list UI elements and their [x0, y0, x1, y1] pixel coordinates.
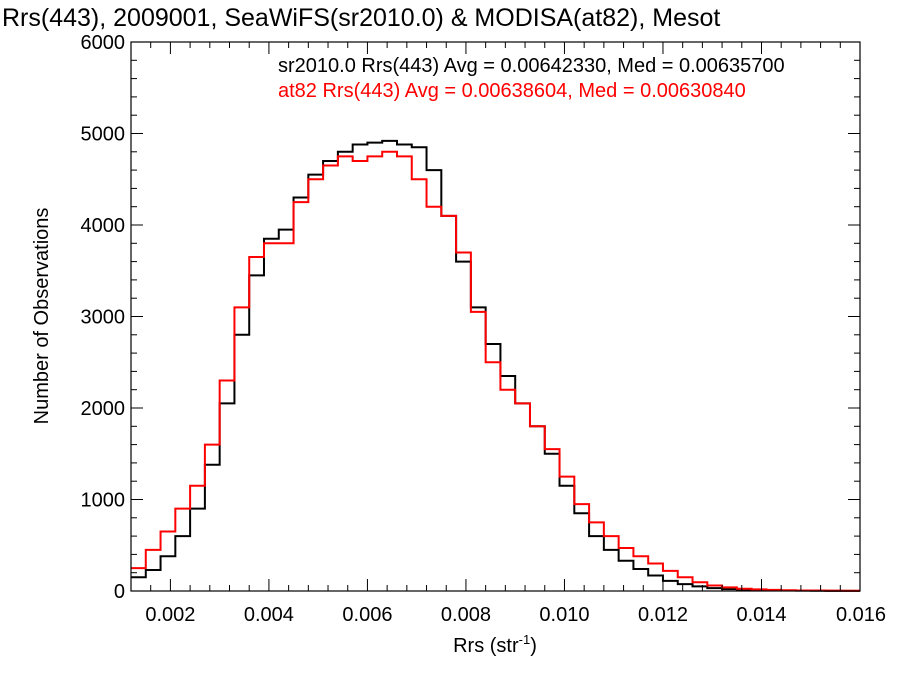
y-tick-label: 6000 [81, 32, 126, 54]
series-line-1 [131, 150, 860, 592]
annotation-text: at82 Rrs(443) Avg = 0.00638604, Med = 0.… [278, 80, 746, 102]
y-tick-label: 1000 [81, 490, 126, 512]
x-tick-label: 0.008 [441, 604, 491, 626]
chart-title: Rrs(443), 2009001, SeaWiFS(sr2010.0) & M… [2, 4, 720, 32]
y-tick-label: 3000 [81, 307, 126, 329]
x-tick-label: 0.006 [342, 604, 392, 626]
y-tick-label: 4000 [81, 215, 126, 237]
ticks-layer: 0 1000 2000 3000 4000 5000 6000 0.002 0.004 0.006… [81, 32, 887, 626]
annotation-text: sr2010.0 Rrs(443) Avg = 0.00642330, Med … [278, 55, 785, 77]
x-tick-label: 0.012 [638, 604, 688, 626]
x-tick-label: 0.002 [145, 604, 195, 626]
x-tick-label: 0.004 [244, 604, 294, 626]
x-axis-label-main: Rrs (str [453, 635, 519, 657]
y-tick-label: 0 [114, 581, 125, 603]
x-tick-label: 0.010 [539, 604, 589, 626]
x-axis-label: Rrs (str-1) [453, 632, 537, 657]
y-tick-label: 5000 [81, 124, 126, 146]
annotation-layer: sr2010.0 Rrs(443) Avg = 0.00642330, Med … [278, 55, 785, 102]
x-tick-label: 0.016 [836, 604, 886, 626]
x-tick-label: 0.014 [736, 604, 786, 626]
y-tick-label: 2000 [81, 398, 126, 420]
x-axis-label-superscript: -1 [519, 632, 531, 647]
y-axis-label: Number of Observations [31, 208, 53, 425]
x-axis-label-end: ) [530, 635, 537, 657]
